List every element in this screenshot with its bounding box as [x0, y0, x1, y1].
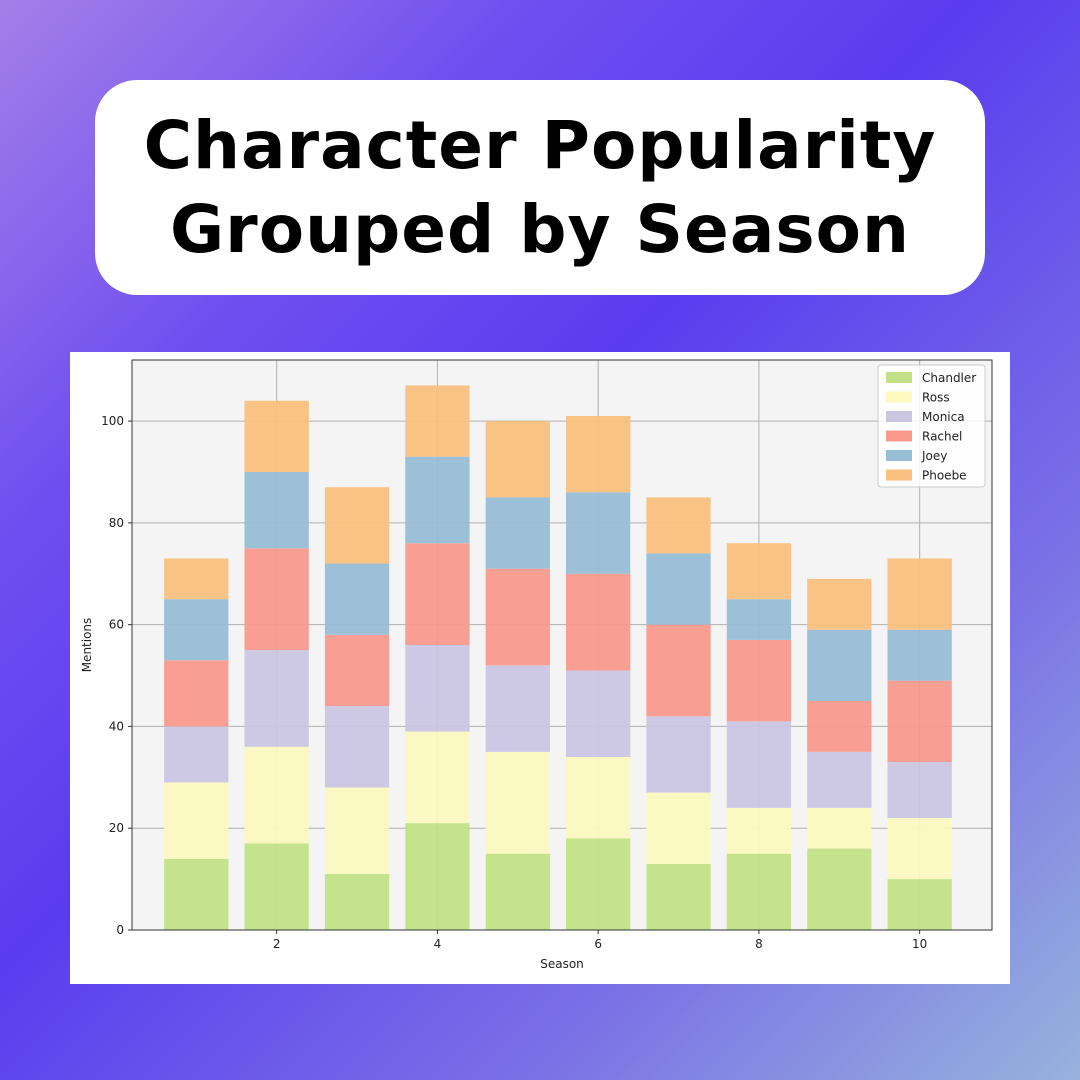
y-tick-label: 0 [116, 923, 124, 937]
legend-label-joey: Joey [921, 449, 947, 463]
bar-joey-season-7 [646, 553, 711, 625]
bar-phoebe-season-5 [485, 421, 550, 498]
legend: Chandler Ross Monica Rachel Joey Phoebe [877, 364, 986, 488]
legend-label-monica: Monica [922, 410, 965, 424]
bar-ross-season-8 [726, 807, 792, 854]
bar-ross-season-6 [566, 756, 631, 839]
bar-joey-season-3 [324, 563, 390, 635]
bar-rachel-season-6 [566, 573, 631, 671]
legend-label-ross: Ross [922, 391, 950, 405]
x-ticks: 2 4 6 8 10 [273, 930, 927, 951]
stacked-bar-chart: 2 4 6 8 10 0 20 40 60 80 100 Season Mentions Chan… [80, 359, 993, 971]
bar-monica-season-5 [485, 665, 550, 752]
bar-joey-season-6 [566, 492, 631, 574]
y-tick-label: 60 [109, 618, 124, 632]
bar-monica-season-9 [807, 751, 872, 808]
bar-rachel-season-7 [646, 624, 711, 717]
x-tick-label: 8 [755, 937, 763, 951]
bar-joey-season-9 [807, 629, 872, 701]
bar-phoebe-season-7 [646, 497, 711, 554]
legend-swatch-phoebe [886, 469, 912, 481]
title-line-2: Grouped by Season [170, 190, 910, 268]
bar-rachel-season-10 [887, 680, 952, 763]
bar-monica-season-1 [164, 726, 229, 783]
bar-joey-season-2 [244, 471, 309, 549]
y-tick-label: 40 [109, 719, 124, 733]
bar-phoebe-season-6 [566, 415, 631, 493]
bar-ross-season-10 [887, 818, 952, 880]
title-line-1: Character Popularity [143, 106, 937, 184]
bar-monica-season-7 [646, 716, 711, 793]
bar-monica-season-8 [726, 721, 792, 808]
bar-rachel-season-1 [164, 660, 229, 727]
bar-monica-season-2 [244, 650, 309, 747]
bar-rachel-season-2 [244, 548, 309, 651]
bar-ross-season-5 [485, 751, 550, 854]
bar-chandler-season-6 [566, 838, 631, 930]
x-tick-label: 6 [594, 937, 602, 951]
bar-joey-season-10 [887, 629, 952, 681]
bar-joey-season-4 [405, 456, 470, 544]
y-ticks: 0 20 40 60 80 100 [101, 414, 132, 937]
bar-chandler-season-3 [324, 874, 390, 930]
bar-rachel-season-8 [726, 639, 792, 722]
legend-label-phoebe: Phoebe [922, 469, 967, 483]
bar-ross-season-7 [646, 792, 711, 864]
x-tick-label: 10 [912, 937, 927, 951]
bar-chandler-season-2 [244, 843, 309, 930]
bar-joey-season-8 [726, 599, 792, 640]
bar-chandler-season-10 [887, 879, 952, 930]
bar-joey-season-5 [485, 497, 550, 569]
bar-phoebe-season-2 [244, 400, 309, 472]
y-tick-label: 20 [109, 821, 124, 835]
bar-phoebe-season-8 [726, 543, 792, 600]
title-card: Character Popularity Grouped by Season [95, 80, 985, 295]
bar-phoebe-season-3 [324, 487, 390, 564]
bar-rachel-season-9 [807, 700, 872, 752]
legend-swatch-rachel [886, 430, 912, 442]
bar-phoebe-season-4 [405, 385, 470, 457]
bar-monica-season-3 [324, 706, 390, 788]
y-tick-label: 80 [109, 516, 124, 530]
legend-label-rachel: Rachel [922, 430, 962, 444]
legend-swatch-joey [886, 450, 912, 461]
bar-phoebe-season-9 [807, 578, 872, 630]
bars [164, 385, 952, 930]
legend-swatch-chandler [886, 372, 912, 383]
bar-ross-season-1 [164, 782, 229, 859]
bar-ross-season-2 [244, 746, 309, 844]
legend-label-chandler: Chandler [922, 371, 976, 385]
bar-monica-season-6 [566, 670, 631, 757]
bar-phoebe-season-10 [887, 558, 952, 630]
bar-chandler-season-4 [405, 823, 470, 930]
plot-frame [131, 359, 993, 931]
bar-rachel-season-4 [405, 543, 470, 645]
y-axis-label: Mentions [80, 618, 94, 673]
chart-panel: 2 4 6 8 10 0 20 40 60 80 100 Season Mentions Chan… [70, 352, 1010, 984]
x-tick-label: 2 [273, 937, 281, 951]
bar-ross-season-4 [405, 731, 470, 824]
bar-chandler-season-9 [807, 848, 872, 930]
bar-joey-season-1 [164, 599, 229, 661]
y-tick-label: 100 [101, 414, 124, 428]
bar-chandler-season-8 [726, 853, 792, 930]
legend-swatch-monica [886, 411, 912, 422]
bar-chandler-season-1 [164, 858, 229, 930]
bar-chandler-season-5 [485, 853, 550, 930]
bar-monica-season-10 [887, 762, 952, 819]
bar-chandler-season-7 [646, 863, 711, 930]
bar-monica-season-4 [405, 645, 470, 732]
legend-swatch-ross [886, 391, 912, 403]
x-axis-label: Season [540, 957, 584, 971]
x-tick-label: 4 [434, 937, 442, 951]
bar-phoebe-season-1 [164, 558, 229, 600]
bar-rachel-season-5 [485, 568, 550, 666]
bar-rachel-season-3 [324, 634, 390, 707]
bar-ross-season-9 [807, 807, 872, 849]
bar-ross-season-3 [324, 787, 390, 875]
